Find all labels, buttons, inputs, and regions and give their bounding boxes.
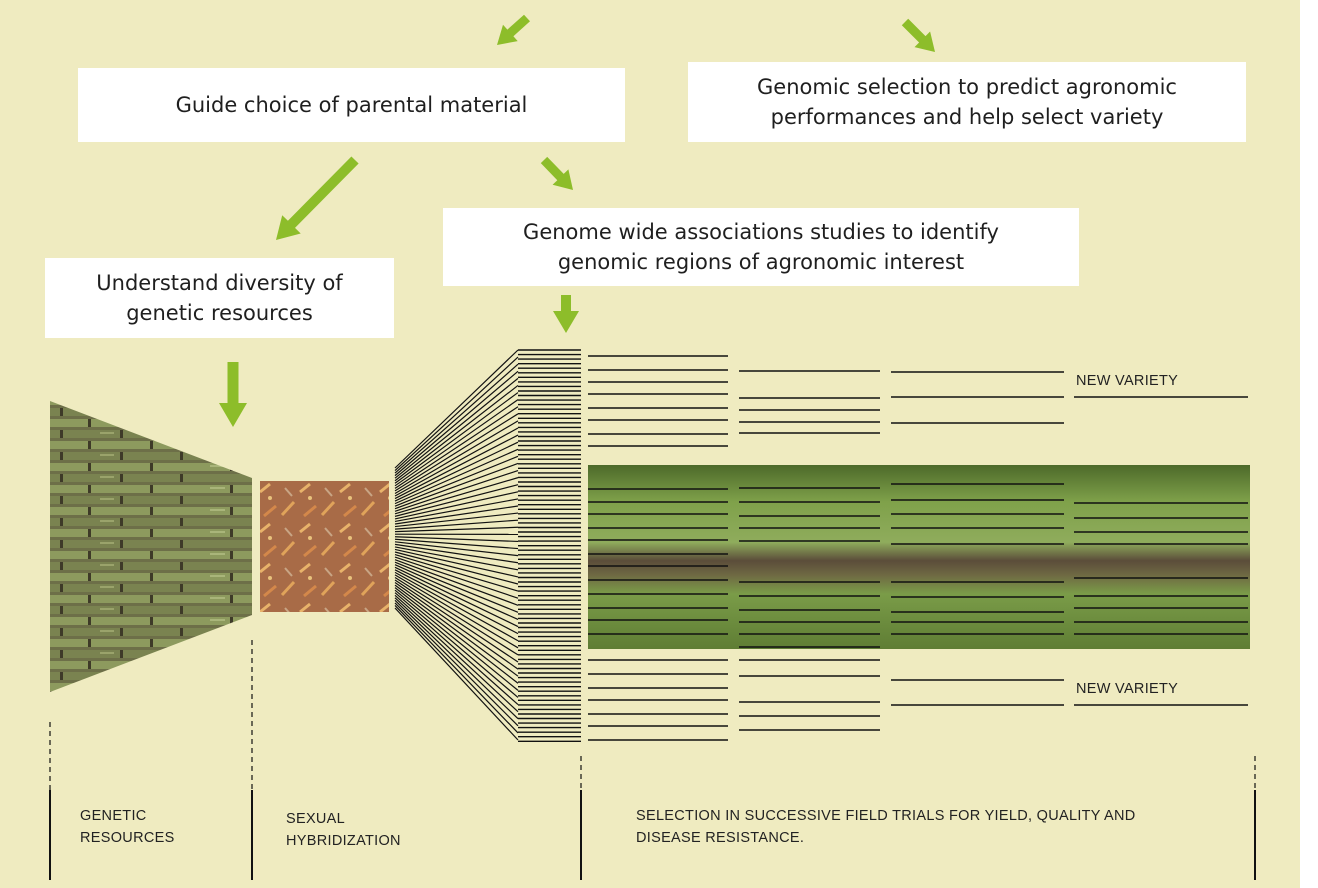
fan-line xyxy=(394,505,519,525)
fan-line xyxy=(394,427,519,497)
fan-line xyxy=(394,363,519,474)
fan-line xyxy=(394,370,519,477)
fan-line xyxy=(394,512,519,528)
fan-line xyxy=(394,599,519,720)
box-genetic-diversity-text: Understand diversity of genetic resource… xyxy=(96,271,343,325)
fan-line xyxy=(394,477,519,515)
box-gwas: Genome wide associations studies to iden… xyxy=(443,208,1079,286)
fan-line xyxy=(394,356,519,471)
fan-line xyxy=(394,546,519,571)
fan-line xyxy=(394,548,519,578)
fan-line xyxy=(394,551,519,585)
fan-line xyxy=(394,536,519,543)
fan-line xyxy=(394,592,519,698)
fan-line xyxy=(394,384,519,482)
fan-line xyxy=(394,406,519,489)
fan-line xyxy=(394,571,519,642)
arrow-icon xyxy=(540,156,573,190)
box-gwas-text: Genome wide associations studies to iden… xyxy=(523,220,999,274)
stage-sexual-hybridization: SEXUAL HYBRIDIZATION xyxy=(286,811,401,849)
fan-line xyxy=(394,392,519,484)
fan-line xyxy=(394,541,519,557)
fan-line xyxy=(394,564,519,621)
fan-line xyxy=(394,484,519,517)
fan-line xyxy=(394,559,519,606)
fan-line xyxy=(394,553,519,592)
fan-line xyxy=(394,543,519,564)
fan-line xyxy=(394,569,519,635)
fan-line xyxy=(394,441,519,502)
fan-line xyxy=(394,448,519,505)
fan-line xyxy=(394,556,519,599)
sugarcane-stalks-image xyxy=(50,401,252,692)
fan-line xyxy=(394,377,519,479)
arrow-icon xyxy=(219,362,247,427)
fan-line xyxy=(394,566,519,628)
box-genomic-selection-text: Genomic selection to predict agronomic p… xyxy=(757,75,1177,129)
fan-line xyxy=(394,561,519,613)
fan-line xyxy=(394,584,519,677)
fan-line xyxy=(394,587,519,684)
fan-line xyxy=(394,579,519,663)
fan-line xyxy=(394,576,519,656)
new-variety-label-top: NEW VARIETY xyxy=(1076,373,1179,389)
fan-line xyxy=(394,434,519,500)
arrow-icon xyxy=(553,295,579,333)
fan-line xyxy=(394,462,519,510)
fan-line xyxy=(394,349,519,469)
field-trial-image xyxy=(588,465,1250,649)
fan-line xyxy=(394,605,519,734)
fan-line xyxy=(394,582,519,670)
stage-genetic-resources: GENETIC RESOURCES xyxy=(80,808,175,846)
fan-line xyxy=(394,574,519,649)
fan-line xyxy=(394,399,519,487)
arrow-icon xyxy=(901,18,935,52)
fan-line xyxy=(394,413,519,492)
flower-tassel-image xyxy=(260,481,389,612)
fan-line xyxy=(394,597,519,713)
fan-line xyxy=(394,526,519,533)
fan-line xyxy=(394,491,519,520)
fan-line xyxy=(394,607,519,741)
arrow-icon xyxy=(276,156,359,240)
arrow-icon xyxy=(497,14,530,45)
fan-line xyxy=(394,420,519,494)
fan-line xyxy=(394,498,519,523)
fan-line xyxy=(394,469,519,512)
new-variety-label-bottom: NEW VARIETY xyxy=(1076,681,1179,697)
box-genomic-selection: Genomic selection to predict agronomic p… xyxy=(688,62,1246,142)
box-genetic-diversity: Understand diversity of genetic resource… xyxy=(45,258,394,338)
fan-line xyxy=(394,519,519,530)
box-parental-material: Guide choice of parental material xyxy=(78,68,625,142)
fan-line xyxy=(394,602,519,727)
stage-field-selection: SELECTION IN SUCCESSIVE FIELD TRIALS FOR… xyxy=(636,808,1136,846)
fan-line xyxy=(394,594,519,705)
fan-line xyxy=(394,538,519,550)
fan-line xyxy=(394,589,519,691)
fan-line xyxy=(394,455,519,507)
box-parental-material-text: Guide choice of parental material xyxy=(175,93,528,117)
